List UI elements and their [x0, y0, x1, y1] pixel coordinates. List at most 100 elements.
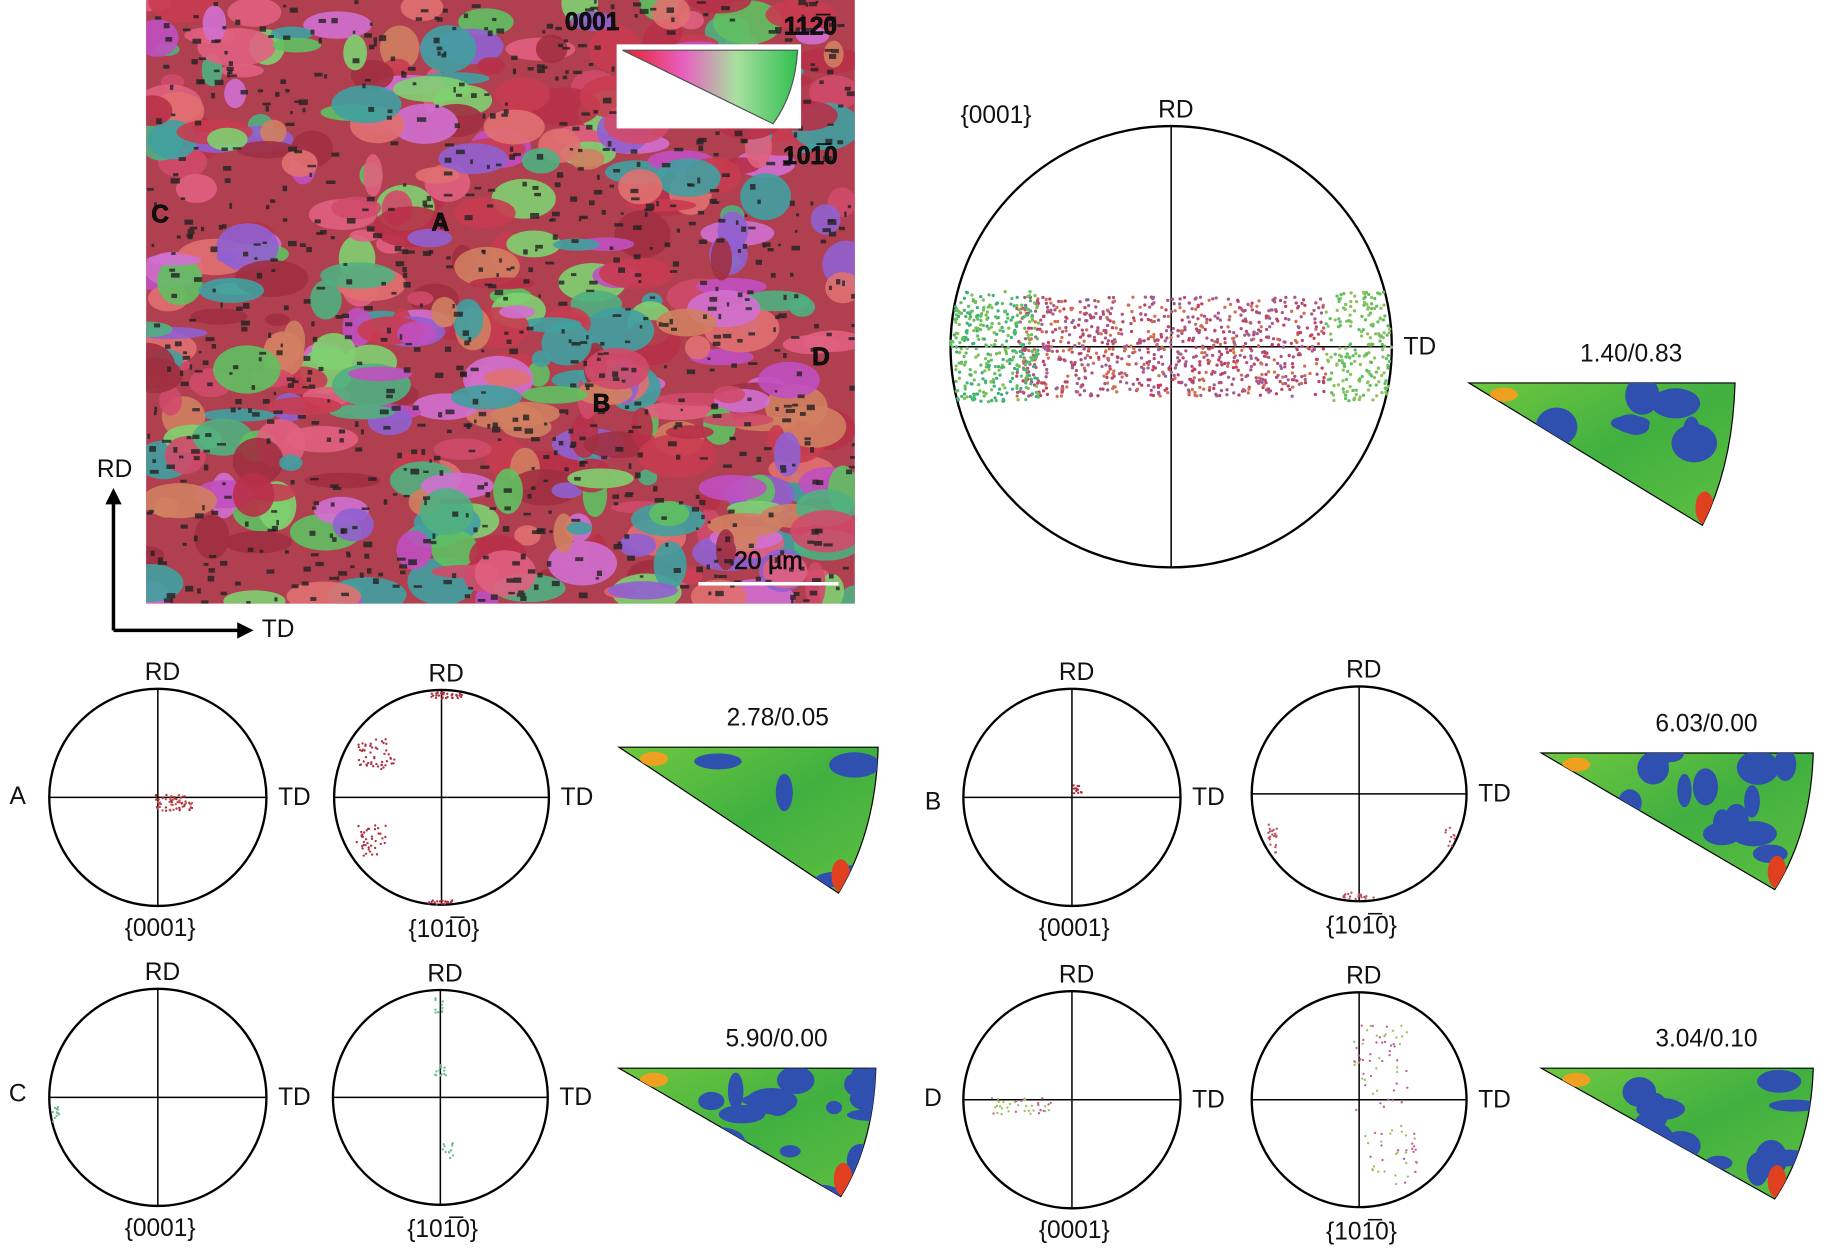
boundary: [363, 306, 373, 311]
pole-point: [1219, 352, 1224, 357]
pole-point: [1363, 895, 1366, 899]
boundary: [259, 351, 267, 355]
pole-point: [1173, 376, 1177, 380]
boundary: [804, 27, 813, 32]
pole-point: [1273, 834, 1276, 838]
pole-point: [1186, 315, 1190, 319]
pole-point: [1348, 356, 1352, 360]
pole-point: [1036, 348, 1040, 352]
boundary: [696, 1, 706, 4]
boundary: [360, 429, 364, 435]
boundary: [724, 559, 733, 564]
boundary: [437, 215, 443, 221]
pole-point: [1240, 377, 1244, 382]
pole-point: [1157, 374, 1161, 378]
pole-point: [1284, 304, 1288, 309]
pole-point: [1357, 892, 1360, 896]
pole-point: [1291, 385, 1295, 389]
pole-point: [1149, 388, 1153, 392]
pole-point: [359, 763, 363, 766]
pole-point: [1295, 340, 1299, 345]
boundary: [446, 256, 451, 260]
pole-point: [1075, 381, 1079, 386]
density-high: [639, 1072, 669, 1087]
pole-point: [1381, 348, 1385, 352]
boundary: [637, 452, 643, 458]
pole-point: [382, 741, 385, 745]
boundary: [496, 28, 505, 34]
grain-label: C: [9, 1081, 27, 1108]
pole-point: [1398, 1042, 1402, 1046]
pole-point: [981, 377, 985, 381]
boundary: [192, 38, 202, 44]
grain: [157, 257, 203, 306]
pf-td-label: TD: [278, 1084, 311, 1111]
pole-point: [362, 843, 365, 847]
pole-point: [440, 902, 444, 905]
pole-point: [1386, 366, 1390, 370]
boundary: [287, 383, 295, 388]
pole-point: [1051, 330, 1055, 334]
density-low: [700, 865, 731, 892]
boundary: [783, 404, 792, 408]
boundary: [368, 477, 377, 481]
pole-point: [1373, 296, 1377, 301]
pole-point: [1234, 361, 1238, 365]
boundary: [526, 326, 534, 331]
pole-point: [361, 835, 364, 839]
pole-point: [1194, 354, 1198, 358]
pole-point: [1026, 307, 1030, 312]
pole-point: [189, 803, 192, 806]
pole-point: [1217, 381, 1221, 385]
pole-point: [172, 808, 175, 811]
pole-point: [1053, 327, 1058, 332]
boundary: [331, 17, 338, 24]
boundary: [621, 379, 626, 383]
pole-point: [1384, 390, 1388, 394]
boundary: [773, 327, 776, 332]
pole-point: [178, 808, 181, 811]
boundary: [416, 117, 427, 122]
pf-plane-label: {101̅0}: [408, 916, 479, 943]
boundary: [191, 59, 198, 65]
pole-point: [1106, 370, 1111, 374]
boundary: [823, 543, 833, 547]
boundary: [492, 426, 501, 433]
pole-point: [1232, 330, 1236, 335]
pole-point: [1020, 303, 1024, 307]
pole-point: [1176, 373, 1180, 377]
pole-point: [1055, 349, 1059, 353]
pole-point: [1000, 325, 1004, 330]
density-high: [1489, 387, 1518, 402]
pole-point: [375, 762, 378, 766]
pole-point: [1181, 339, 1185, 343]
pole-point: [1223, 336, 1227, 341]
grain: [331, 85, 402, 124]
ipf-ratio: 6.03/0.00: [1655, 710, 1757, 737]
pole-point: [1074, 368, 1079, 373]
boundary: [562, 47, 571, 50]
pole-point: [1344, 302, 1348, 307]
pole-point: [1176, 350, 1180, 354]
pole-point: [367, 827, 370, 831]
boundary: [303, 355, 311, 361]
boundary: [782, 160, 791, 166]
grain: [450, 385, 522, 410]
boundary: [712, 341, 721, 346]
pole-point: [393, 758, 396, 761]
pole-point: [438, 900, 442, 903]
boundary: [149, 446, 157, 452]
pole-point: [1345, 352, 1349, 356]
grain: [272, 37, 322, 53]
grain: [614, 210, 671, 259]
boundary: [176, 235, 181, 239]
pole-point: [1352, 396, 1357, 400]
boundary: [270, 199, 276, 203]
pole-point: [974, 326, 978, 330]
pole-point: [1156, 318, 1161, 322]
boundary: [520, 553, 526, 560]
boundary: [290, 111, 293, 115]
boundary: [612, 371, 619, 377]
boundary: [851, 443, 855, 447]
pole-point: [1364, 1134, 1367, 1138]
